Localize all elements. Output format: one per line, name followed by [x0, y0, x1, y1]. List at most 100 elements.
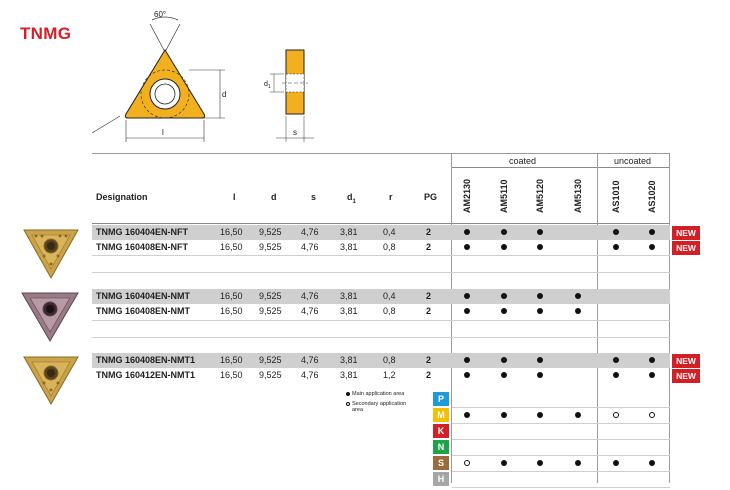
- filled-dot-icon: [501, 244, 507, 250]
- open-dot-icon: [346, 401, 350, 406]
- insert-technical-drawing: 60° d l d1 s: [91, 10, 314, 142]
- divider: [597, 153, 598, 483]
- d1-cell: 3,81: [340, 306, 358, 316]
- filled-dot-icon: [649, 460, 655, 466]
- l-label: l: [162, 128, 164, 137]
- group-uncoated-label: uncoated: [614, 156, 652, 166]
- open-dot-icon: [613, 412, 619, 418]
- filled-dot-icon: [501, 293, 507, 299]
- filled-dot-icon: [649, 372, 655, 378]
- divider: [669, 153, 670, 483]
- filled-dot-icon: [464, 244, 470, 250]
- filled-dot-icon: [575, 460, 581, 466]
- header-d1: d1: [347, 192, 356, 205]
- d-cell: 9,525: [259, 306, 282, 316]
- filled-dot-icon: [537, 244, 543, 250]
- designation-cell: TNMG 160404EN-NFT: [96, 227, 189, 237]
- filled-dot-icon: [537, 372, 543, 378]
- open-dot-icon: [464, 460, 470, 466]
- r-cell: 0,4: [383, 227, 396, 237]
- r-cell: 0,8: [383, 242, 396, 252]
- iso-group-p: P: [433, 392, 449, 406]
- new-badge: NEW: [672, 354, 700, 368]
- filled-dot-icon: [464, 412, 470, 418]
- designation-cell: TNMG 160408EN-NMT1: [96, 355, 196, 365]
- legend-secondary-text-1: Secondary application: [352, 401, 407, 407]
- table-row: TNMG 160408EN-NMT 16,50 9,525 4,76 3,81 0,8 2: [92, 304, 670, 319]
- header-pg: PG: [424, 192, 438, 202]
- pg-cell: 2: [426, 291, 432, 301]
- d1-cell: 3,81: [340, 227, 358, 237]
- designation-cell: TNMG 160412EN-NMT1: [96, 370, 196, 380]
- insert-image-nmt: [21, 292, 79, 342]
- filled-dot-icon: [649, 229, 655, 235]
- group-coated-label: coated: [509, 156, 537, 166]
- filled-dot-icon: [464, 308, 470, 314]
- filled-dot-icon: [501, 357, 507, 363]
- l-cell: 16,50: [220, 370, 243, 380]
- designation-cell: TNMG 160408EN-NMT: [96, 306, 191, 316]
- filled-dot-icon: [501, 412, 507, 418]
- row-separator: [92, 272, 670, 273]
- divider: [451, 153, 452, 483]
- header-d1-text: d: [347, 192, 353, 202]
- iso-row-line: [452, 487, 670, 488]
- insert-image-nmt1: [23, 356, 79, 406]
- s-cell: 4,76: [301, 355, 319, 365]
- grade-header-am5130: AM5130: [573, 178, 583, 213]
- r-cell: 0,4: [383, 291, 396, 301]
- filled-dot-icon: [537, 293, 543, 299]
- l-cell: 16,50: [220, 306, 243, 316]
- iso-row-line: [452, 455, 670, 456]
- table-top-rule: [92, 153, 670, 154]
- iso-group-s: S: [433, 456, 449, 470]
- grade-header-as1020: AS1020: [647, 180, 657, 213]
- r-cell: 1,2: [383, 370, 396, 380]
- d-cell: 9,525: [259, 370, 282, 380]
- header-r: r: [389, 192, 393, 202]
- filled-dot-icon: [649, 357, 655, 363]
- filled-dot-icon: [613, 460, 619, 466]
- grade-header-am5110: AM5110: [499, 179, 509, 213]
- l-cell: 16,50: [220, 242, 243, 252]
- filled-dot-icon: [464, 357, 470, 363]
- d1-label: d: [264, 81, 268, 88]
- pg-cell: 2: [426, 227, 432, 237]
- table-row: TNMG 160408EN-NMT1 16,50 9,525 4,76 3,81 0,8 2: [92, 353, 670, 368]
- r-cell: 0,8: [383, 306, 396, 316]
- filled-dot-icon: [501, 372, 507, 378]
- d-cell: 9,525: [259, 355, 282, 365]
- grade-header-am5120: AM5120: [535, 178, 545, 213]
- d1-subscript: 1: [268, 84, 271, 90]
- filled-dot-icon: [501, 308, 507, 314]
- filled-dot-icon: [575, 293, 581, 299]
- new-badge: NEW: [672, 369, 700, 383]
- filled-dot-icon: [613, 244, 619, 250]
- filled-dot-icon: [613, 372, 619, 378]
- row-separator: [92, 320, 670, 321]
- designation-cell: TNMG 160404EN-NMT: [96, 291, 191, 301]
- l-cell: 16,50: [220, 355, 243, 365]
- s-cell: 4,76: [301, 242, 319, 252]
- filled-dot-icon: [537, 357, 543, 363]
- d1-cell: 3,81: [340, 355, 358, 365]
- open-dot-icon: [649, 412, 655, 418]
- new-badge: NEW: [672, 241, 700, 255]
- header-bottom-rule: [92, 223, 670, 224]
- s-cell: 4,76: [301, 370, 319, 380]
- filled-dot-icon: [613, 357, 619, 363]
- iso-group-n: N: [433, 440, 449, 454]
- filled-dot-icon: [501, 229, 507, 235]
- s-cell: 4,76: [301, 306, 319, 316]
- d1-cell: 3,81: [340, 242, 358, 252]
- filled-dot-icon: [464, 229, 470, 235]
- d-cell: 9,525: [259, 291, 282, 301]
- header-l: l: [233, 192, 236, 202]
- filled-dot-icon: [537, 460, 543, 466]
- svg-text:d1: d1: [264, 81, 271, 90]
- legend-secondary-text-2: area: [352, 407, 364, 413]
- pg-cell: 2: [426, 242, 432, 252]
- legend-main-text: Main application area: [352, 391, 405, 397]
- angle-label: 60°: [154, 10, 166, 19]
- filled-dot-icon: [575, 412, 581, 418]
